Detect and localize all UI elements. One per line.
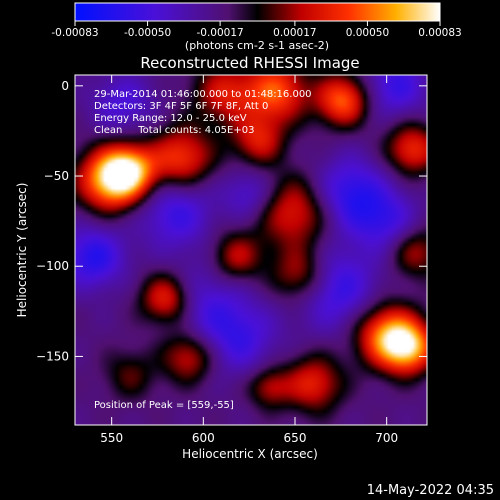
peak-position: Position of Peak = [559,-55]: [94, 400, 234, 411]
x-tick-label: 700: [375, 431, 398, 445]
annotation-time: 29-Mar-2014 01:46:00.000 to 01:48:16.000: [94, 89, 312, 100]
annotation-energy: Energy Range: 12.0 - 25.0 keV: [94, 113, 247, 124]
annotation-detectors: Detectors: 3F 4F 5F 6F 7F 8F, Att 0: [94, 101, 268, 112]
colorbar-tick-label: 0.00050: [346, 27, 389, 39]
colorbar-ticks: -0.00083 -0.00050 -0.00017 0.00017 0.00050 0.…: [51, 21, 462, 39]
colorbar: [74, 2, 441, 22]
colorbar-units: (photons cm-2 s-1 asec-2): [185, 39, 329, 52]
y-tick-label: −150: [36, 349, 69, 363]
x-tick-label: 650: [284, 431, 307, 445]
axis-ticks: 550 600 650 700 0 −50 −100 −150: [36, 75, 427, 445]
y-tick-label: −100: [36, 259, 69, 273]
y-axis-label: Heliocentric Y (arcsec): [15, 183, 29, 318]
x-tick-label: 550: [100, 431, 123, 445]
colorbar-tick-label: 0.00017: [273, 27, 316, 39]
y-tick-label: 0: [61, 79, 69, 93]
x-axis-label: Heliocentric X (arcsec): [182, 447, 318, 461]
colorbar-tick-label: -0.00017: [197, 27, 244, 39]
y-tick-label: −50: [44, 169, 69, 183]
heatmap-image: [75, 75, 427, 425]
colorbar-tick-label: -0.00050: [124, 27, 171, 39]
plot-area: 550 600 650 700 0 −50 −100 −150: [36, 74, 428, 445]
x-tick-label: 600: [192, 431, 215, 445]
colorbar-tick-label: 0.00083: [418, 27, 461, 39]
annotation-clean: Clean Total counts: 4.05E+03: [94, 125, 254, 136]
chart-title: Reconstructed RHESSI Image: [140, 54, 359, 72]
colorbar-tick-label: -0.00083: [51, 27, 98, 39]
annotation-block: 29-Mar-2014 01:46:00.000 to 01:48:16.000…: [94, 89, 312, 411]
footer-date: 14-May-2022 04:35: [367, 483, 494, 498]
